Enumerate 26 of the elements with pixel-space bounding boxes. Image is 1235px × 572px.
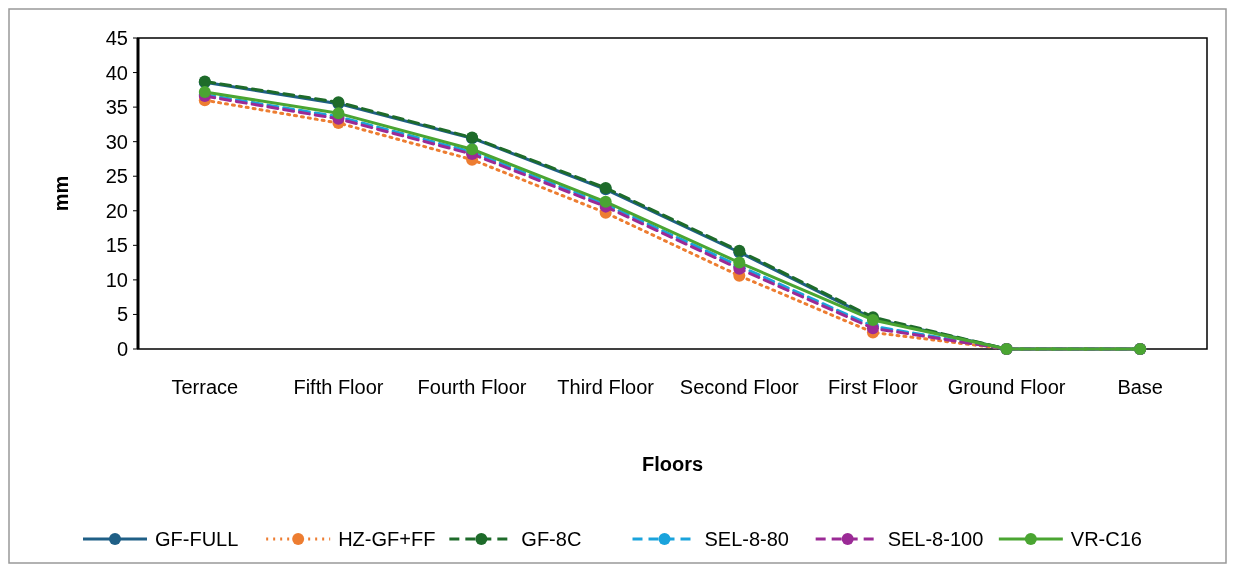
y-axis-title: mm [50, 175, 72, 212]
legend-label: GF-8C [521, 528, 582, 550]
legend-label: HZ-GF+FF [338, 528, 436, 550]
x-tick-label: Ground Floor [947, 376, 1066, 398]
legend-label: SEL-8-100 [887, 528, 984, 550]
legend-label: SEL-8-80 [704, 528, 789, 550]
y-tick-label: 5 [116, 303, 128, 326]
legend-label: GF-FULL [155, 528, 239, 550]
x-tick-label: Third Floor [557, 376, 655, 398]
y-tick-label: 20 [105, 199, 128, 222]
y-tick-label: 30 [105, 130, 128, 153]
x-tick-label: Second Floor [679, 376, 800, 398]
y-tick-label: 10 [105, 268, 128, 291]
y-tick-label: 40 [105, 61, 128, 84]
x-tick-label: Terrace [171, 376, 239, 398]
x-tick-label: First Floor [827, 376, 919, 398]
x-axis-title: Floors [641, 453, 704, 475]
x-tick-label: Fifth Floor [293, 376, 384, 398]
y-tick-label: 35 [105, 96, 128, 119]
y-tick-label: 25 [105, 165, 128, 188]
x-tick-label: Base [1117, 376, 1163, 398]
y-tick-label: 0 [116, 338, 128, 360]
y-tick-label: 15 [105, 234, 128, 257]
x-tick-label: Fourth Floor [417, 376, 527, 398]
y-tick-label: 45 [105, 27, 128, 49]
legend-label: VR-C16 [1070, 528, 1142, 550]
